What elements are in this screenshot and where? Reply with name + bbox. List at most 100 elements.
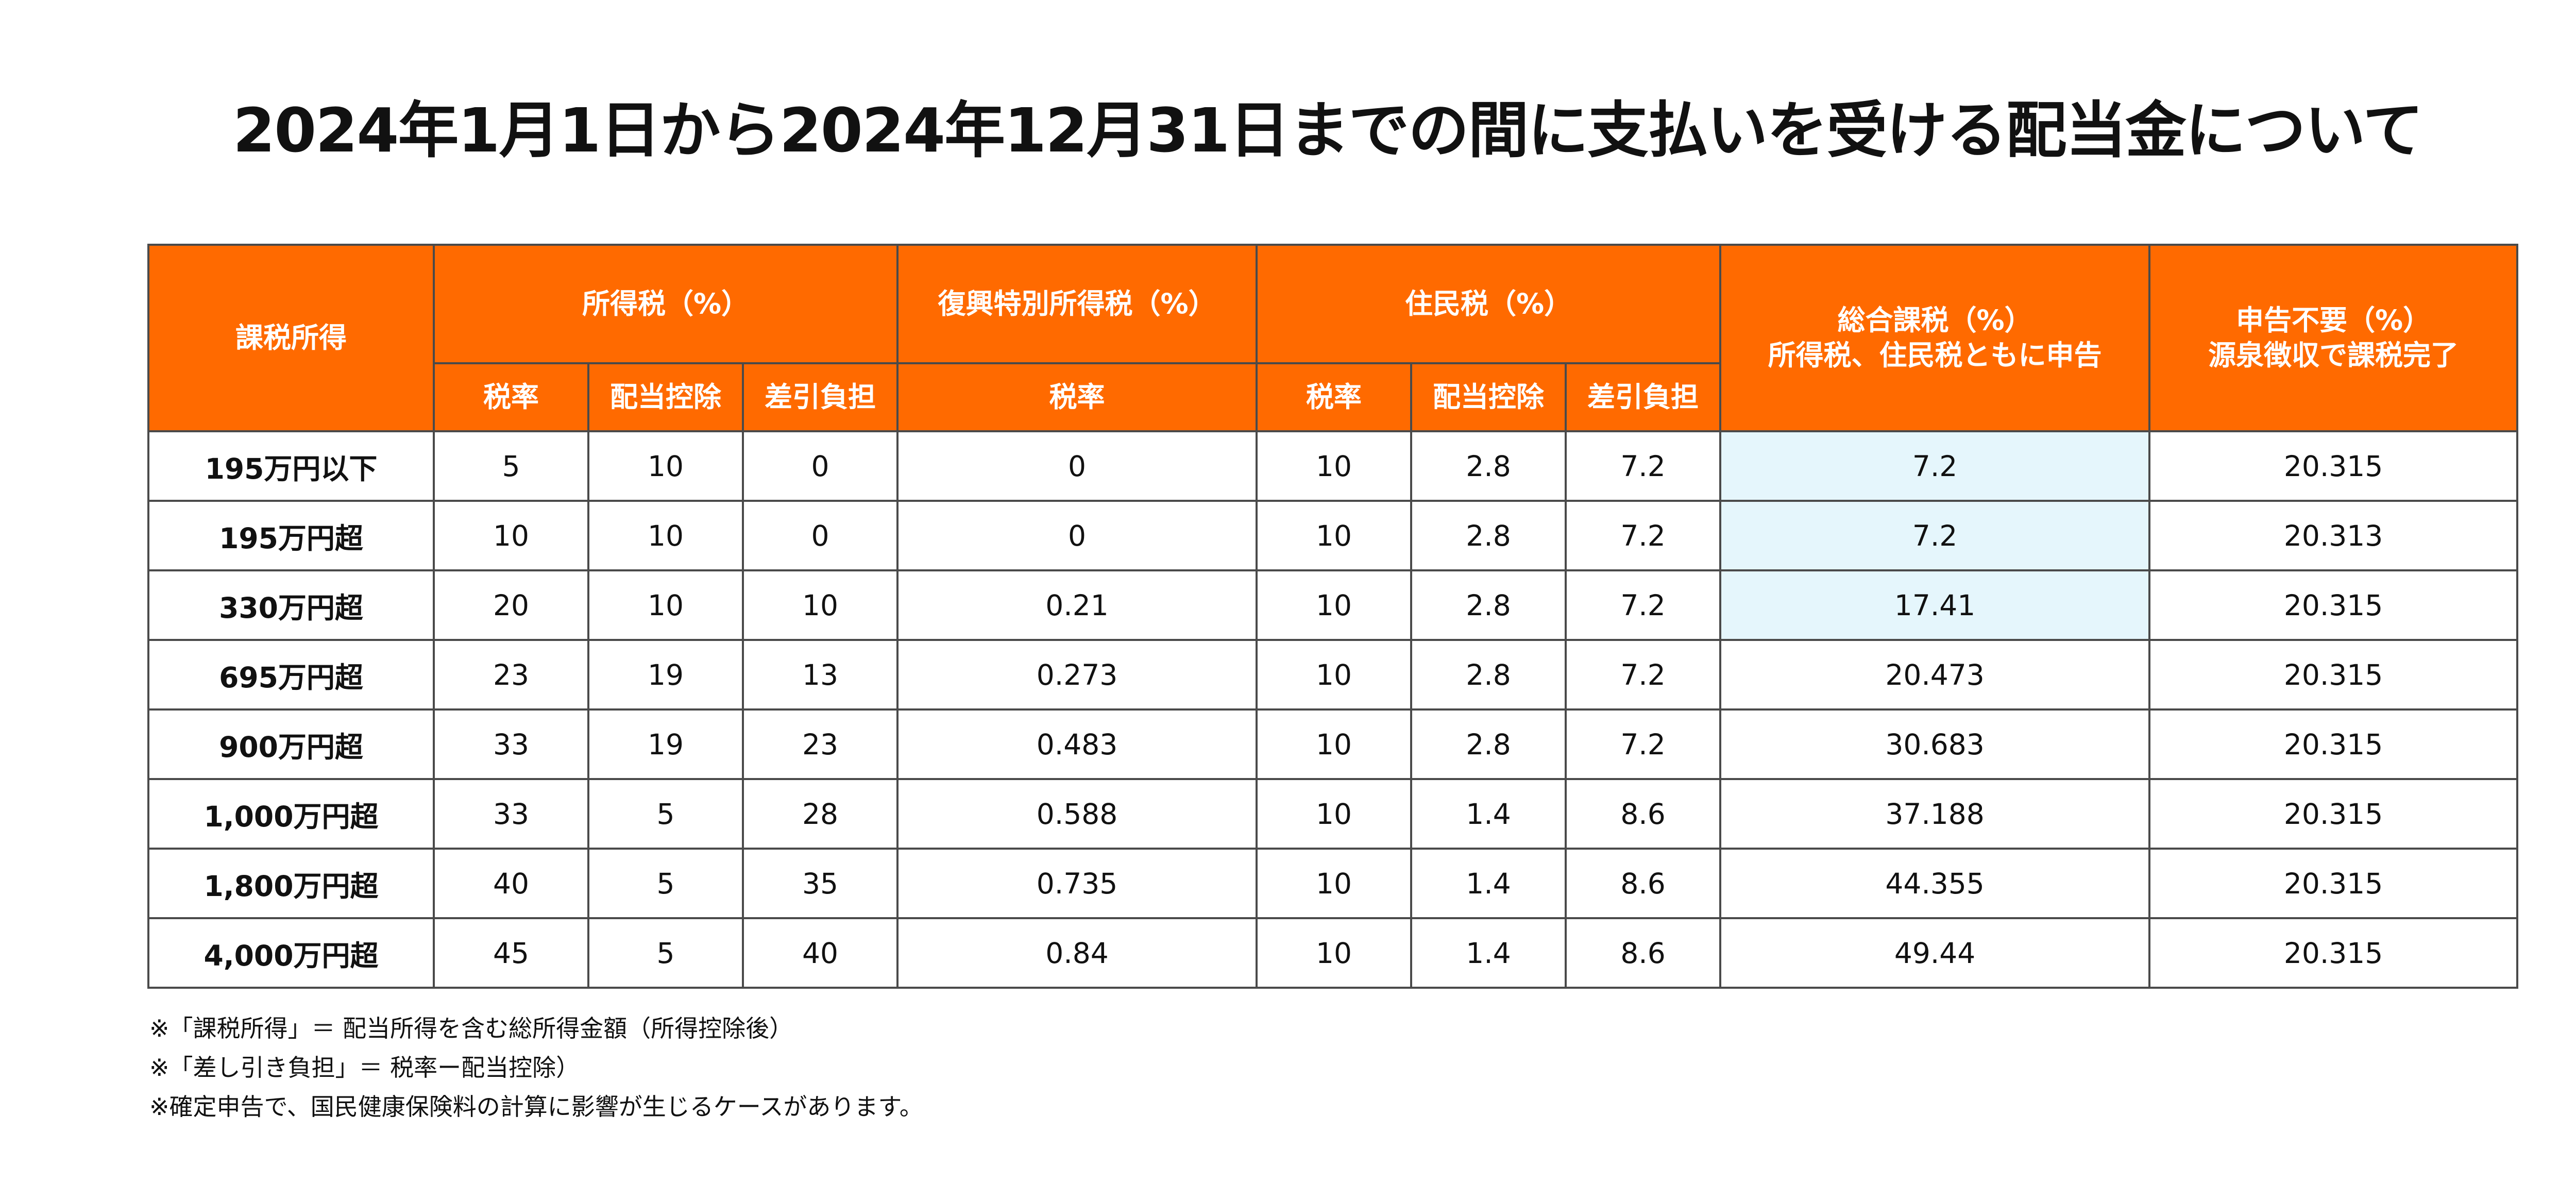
income-tax-net-cell: 10 — [741, 569, 899, 641]
resident-tax-deduction-cell: 2.8 — [1410, 708, 1567, 780]
table-row: 4,000万円超 45 5 40 0.84 10 1.4 8.6 49.44 2… — [147, 917, 2519, 989]
dividend-tax-table: 課税所得 所得税（%） 復興特別所得税（%） 住民税（%） 総合課税（%） 所得… — [147, 244, 2519, 989]
subheader-resident-tax-dividend-deduction: 配当控除 — [1410, 362, 1567, 432]
resident-tax-deduction-cell: 1.4 — [1410, 848, 1567, 919]
income-tax-net-cell: 40 — [741, 917, 899, 989]
no-filing-tax-cell: 20.315 — [2148, 430, 2519, 502]
footnote: ※「差し引き負担」＝ 税率ー配当控除） — [149, 1054, 580, 1081]
row-label: 195万円超 — [147, 500, 435, 571]
table-row: 330万円超 20 10 10 0.21 10 2.8 7.2 17.41 20… — [147, 569, 2519, 641]
resident-tax-net-cell: 7.2 — [1565, 500, 1722, 571]
resident-tax-net-cell: 7.2 — [1565, 639, 1722, 711]
income-tax-rate-cell: 23 — [433, 639, 589, 711]
income-tax-rate-cell: 20 — [433, 569, 589, 641]
comprehensive-tax-cell: 44.355 — [1719, 848, 2151, 919]
resident-tax-deduction-cell: 2.8 — [1410, 639, 1567, 711]
header-comprehensive-note: 所得税、住民税ともに申告 — [1768, 339, 2102, 371]
no-filing-tax-cell: 20.315 — [2148, 848, 2519, 919]
no-filing-tax-cell: 20.315 — [2148, 639, 2519, 711]
header-comprehensive-title: 総合課税（%） — [1837, 304, 2032, 336]
table-row: 695万円超 23 19 13 0.273 10 2.8 7.2 20.473 … — [147, 639, 2519, 711]
row-label: 4,000万円超 — [147, 917, 435, 989]
no-filing-tax-cell: 20.315 — [2148, 778, 2519, 850]
income-tax-deduction-cell: 10 — [587, 500, 744, 571]
reconstruction-tax-cell: 0.483 — [896, 708, 1258, 780]
row-label: 1,000万円超 — [147, 778, 435, 850]
reconstruction-tax-cell: 0.735 — [896, 848, 1258, 919]
resident-tax-rate-cell: 10 — [1256, 917, 1413, 989]
no-filing-tax-cell: 20.315 — [2148, 708, 2519, 780]
resident-tax-net-cell: 7.2 — [1565, 430, 1722, 502]
comprehensive-tax-cell: 20.473 — [1719, 639, 2151, 711]
comprehensive-tax-cell: 49.44 — [1719, 917, 2151, 989]
header-no-filing-note: 源泉徴収で課税完了 — [2208, 339, 2459, 371]
row-label: 695万円超 — [147, 639, 435, 711]
subheader-income-tax-net-burden: 差引負担 — [741, 362, 899, 432]
income-tax-deduction-cell: 10 — [587, 569, 744, 641]
footnotes: ※「課税所得」＝ 配当所得を含む総所得金額（所得控除後） ※「差し引き負担」＝ … — [149, 1009, 923, 1126]
row-label: 1,800万円超 — [147, 848, 435, 919]
income-tax-rate-cell: 45 — [433, 917, 589, 989]
reconstruction-tax-cell: 0.588 — [896, 778, 1258, 850]
reconstruction-tax-cell: 0 — [896, 500, 1258, 571]
income-tax-net-cell: 13 — [741, 639, 899, 711]
comprehensive-tax-cell: 7.2 — [1719, 500, 2151, 571]
footnote: ※確定申告で、国民健康保険料の計算に影響が生じるケースがあります。 — [149, 1093, 923, 1121]
income-tax-net-cell: 23 — [741, 708, 899, 780]
income-tax-deduction-cell: 5 — [587, 778, 744, 850]
row-label: 330万円超 — [147, 569, 435, 641]
income-tax-net-cell: 35 — [741, 848, 899, 919]
table-row: 1,000万円超 33 5 28 0.588 10 1.4 8.6 37.188… — [147, 778, 2519, 850]
income-tax-rate-cell: 5 — [433, 430, 589, 502]
header-no-filing: 申告不要（%） 源泉徴収で課税完了 — [2148, 244, 2519, 432]
reconstruction-tax-cell: 0.21 — [896, 569, 1258, 641]
table-row: 195万円超 10 10 0 0 10 2.8 7.2 7.2 20.313 — [147, 500, 2519, 571]
comprehensive-tax-cell: 17.41 — [1719, 569, 2151, 641]
table-row: 1,800万円超 40 5 35 0.735 10 1.4 8.6 44.355… — [147, 848, 2519, 919]
resident-tax-deduction-cell: 1.4 — [1410, 778, 1567, 850]
subheader-resident-tax-net-burden: 差引負担 — [1565, 362, 1722, 432]
resident-tax-net-cell: 8.6 — [1565, 917, 1722, 989]
resident-tax-rate-cell: 10 — [1256, 500, 1413, 571]
row-label: 195万円以下 — [147, 430, 435, 502]
page-title: 2024年1月1日から2024年12月31日までの間に支払いを受ける配当金につい… — [233, 95, 2424, 166]
income-tax-deduction-cell: 19 — [587, 708, 744, 780]
income-tax-rate-cell: 10 — [433, 500, 589, 571]
resident-tax-net-cell: 7.2 — [1565, 708, 1722, 780]
header-no-filing-title: 申告不要（%） — [2236, 304, 2431, 336]
resident-tax-net-cell: 8.6 — [1565, 778, 1722, 850]
resident-tax-net-cell: 7.2 — [1565, 569, 1722, 641]
footnote: ※「課税所得」＝ 配当所得を含む総所得金額（所得控除後） — [149, 1015, 793, 1042]
income-tax-deduction-cell: 19 — [587, 639, 744, 711]
income-tax-deduction-cell: 10 — [587, 430, 744, 502]
resident-tax-rate-cell: 10 — [1256, 569, 1413, 641]
income-tax-net-cell: 0 — [741, 430, 899, 502]
subheader-resident-tax-rate: 税率 — [1256, 362, 1413, 432]
no-filing-tax-cell: 20.315 — [2148, 917, 2519, 989]
row-label: 900万円超 — [147, 708, 435, 780]
header-income-tax: 所得税（%） — [432, 244, 899, 364]
subheader-income-tax-rate: 税率 — [433, 362, 589, 432]
header-reconstruction-tax: 復興特別所得税（%） — [896, 244, 1258, 364]
income-tax-rate-cell: 33 — [433, 778, 589, 850]
resident-tax-deduction-cell: 2.8 — [1410, 569, 1567, 641]
resident-tax-rate-cell: 10 — [1256, 848, 1413, 919]
no-filing-tax-cell: 20.315 — [2148, 569, 2519, 641]
income-tax-rate-cell: 33 — [433, 708, 589, 780]
resident-tax-deduction-cell: 1.4 — [1410, 917, 1567, 989]
comprehensive-tax-cell: 7.2 — [1719, 430, 2151, 502]
subheader-reconstruction-tax-rate: 税率 — [896, 362, 1258, 432]
comprehensive-tax-cell: 30.683 — [1719, 708, 2151, 780]
income-tax-deduction-cell: 5 — [587, 848, 744, 919]
resident-tax-deduction-cell: 2.8 — [1410, 430, 1567, 502]
no-filing-tax-cell: 20.313 — [2148, 500, 2519, 571]
header-resident-tax: 住民税（%） — [1256, 244, 1722, 364]
header-taxable-income: 課税所得 — [147, 244, 435, 432]
reconstruction-tax-cell: 0 — [896, 430, 1258, 502]
table-row: 900万円超 33 19 23 0.483 10 2.8 7.2 30.683 … — [147, 708, 2519, 780]
table-row: 195万円以下 5 10 0 0 10 2.8 7.2 7.2 20.315 — [147, 430, 2519, 502]
resident-tax-rate-cell: 10 — [1256, 639, 1413, 711]
reconstruction-tax-cell: 0.273 — [896, 639, 1258, 711]
resident-tax-deduction-cell: 2.8 — [1410, 500, 1567, 571]
header-comprehensive-taxation: 総合課税（%） 所得税、住民税ともに申告 — [1719, 244, 2151, 432]
